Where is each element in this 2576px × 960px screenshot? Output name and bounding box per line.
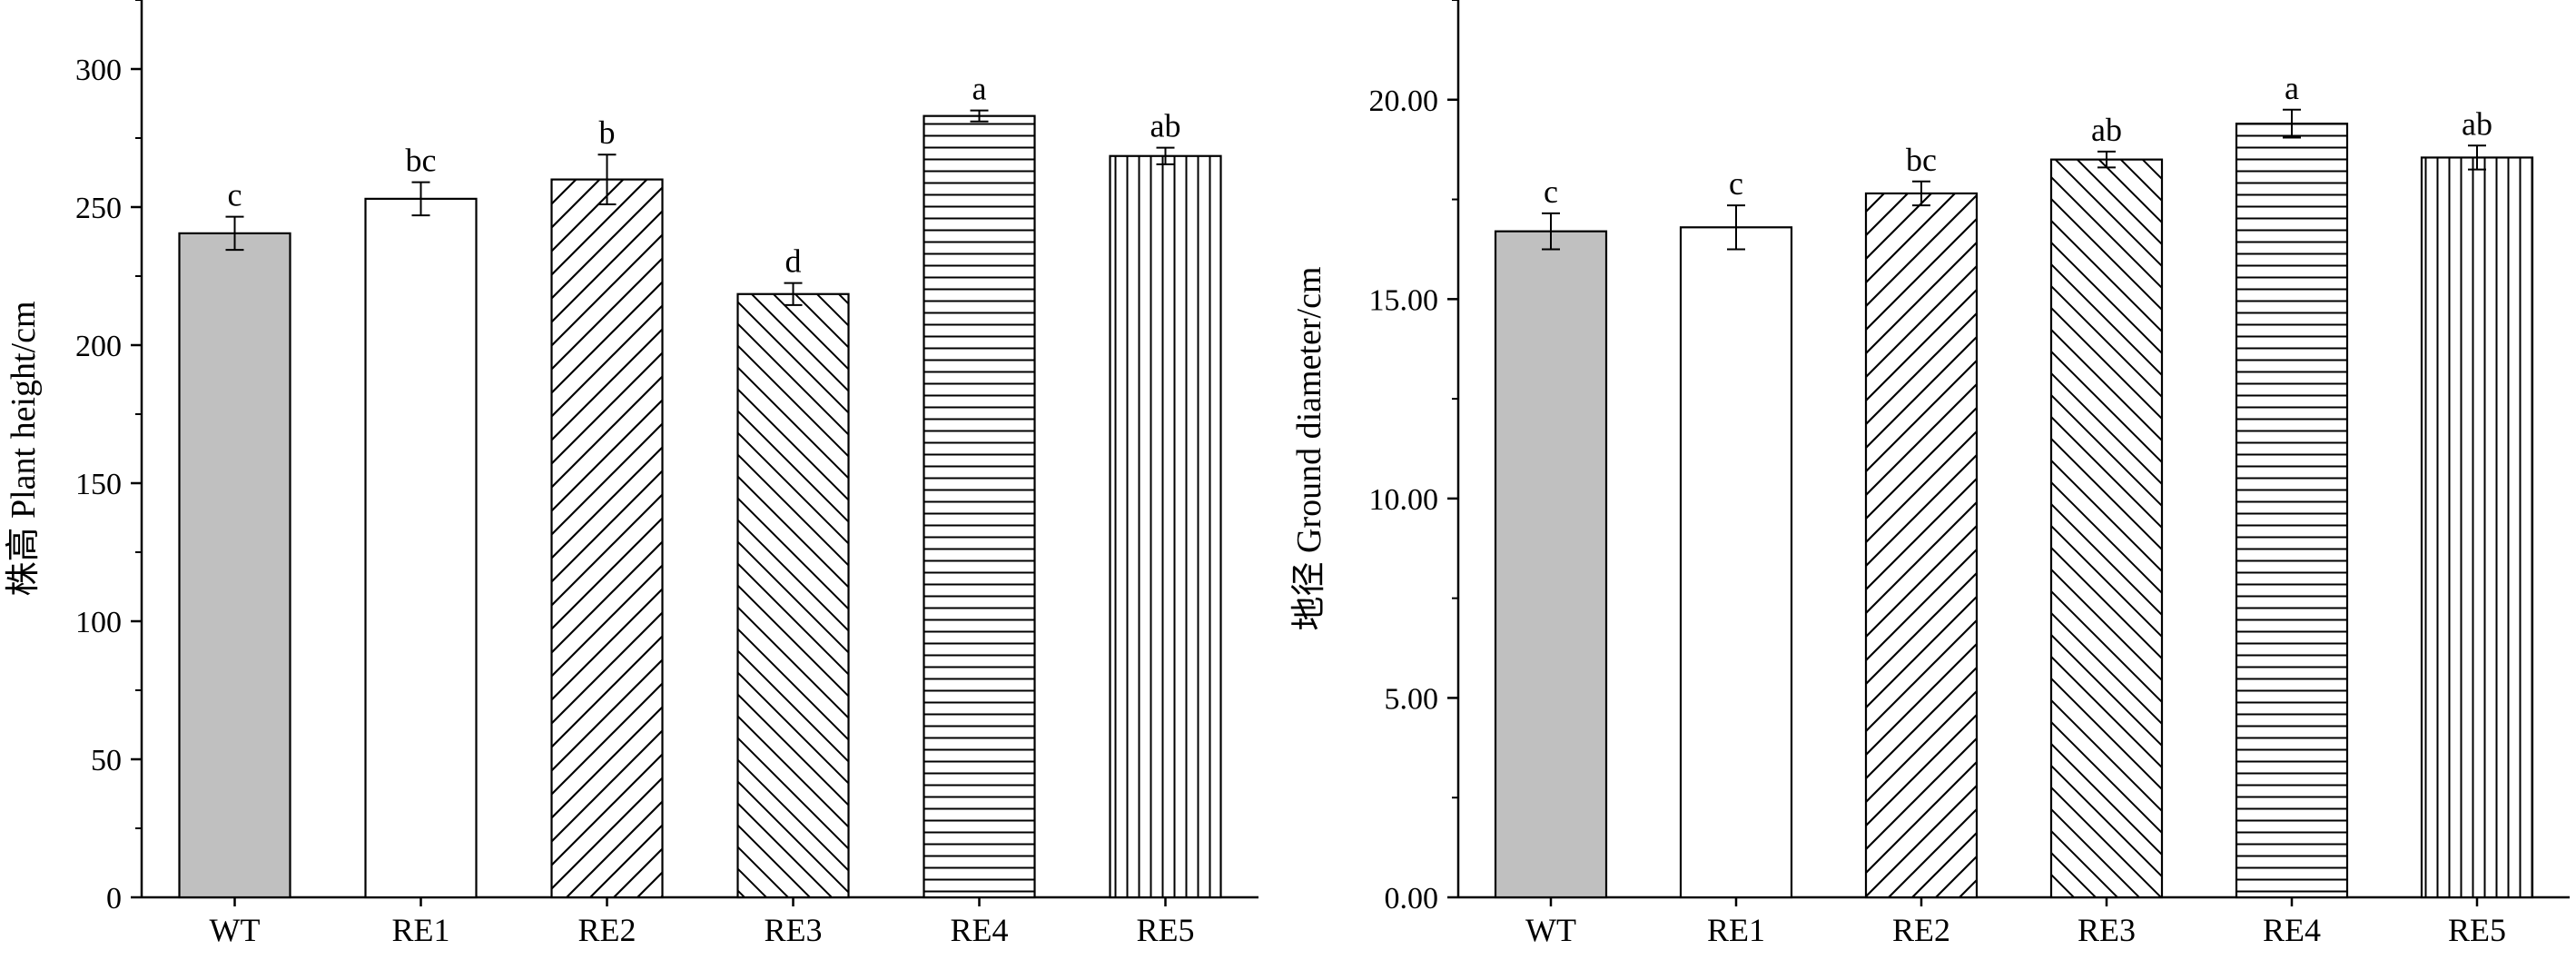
bar-re4 [2235, 123, 2349, 899]
x-category-label: RE1 [1707, 912, 1765, 948]
bar-re2 [550, 178, 664, 899]
x-category-label: RE4 [950, 912, 1008, 948]
bar-re1 [364, 197, 478, 899]
x-category-label: RE1 [391, 912, 449, 948]
significance-label: a [2285, 70, 2299, 106]
bar-re4 [923, 114, 1036, 899]
y-tick-label: 10.00 [1369, 483, 1439, 517]
x-category-label: RE5 [2448, 912, 2506, 948]
bar-re2 [1864, 192, 1979, 899]
x-category-label: RE3 [2078, 912, 2136, 948]
x-category-label: RE2 [577, 912, 636, 948]
bar-re5 [2420, 156, 2534, 899]
bar-re5 [1109, 154, 1222, 899]
y-tick-label: 100 [75, 606, 122, 639]
bar-re3 [736, 292, 850, 899]
y-tick-label: 200 [75, 330, 122, 363]
significance-label: ab [2462, 105, 2492, 142]
y-tick-label: 0.00 [1385, 882, 1439, 915]
significance-label: bc [406, 143, 437, 179]
x-category-label: RE4 [2263, 912, 2321, 948]
y-tick-label: 20.00 [1369, 84, 1439, 118]
significance-label: ab [2091, 112, 2122, 148]
x-category-label: WT [1525, 912, 1576, 948]
significance-label: b [599, 114, 616, 151]
bar-re1 [1679, 226, 1793, 899]
significance-label: c [1544, 173, 1558, 210]
y-tick-label: 250 [75, 192, 122, 225]
bar-re3 [2049, 158, 2164, 899]
x-category-label: WT [210, 912, 261, 948]
bar-wt [1494, 230, 1608, 899]
y-axis-title: 地径 Ground diameter/cm [1290, 266, 1328, 630]
significance-label: c [228, 177, 242, 213]
y-tick-label: 5.00 [1385, 682, 1439, 716]
significance-label: c [1729, 165, 1743, 202]
significance-label: d [785, 243, 802, 280]
bar-wt [178, 232, 291, 899]
x-category-label: RE5 [1136, 912, 1194, 948]
y-tick-label: 15.00 [1369, 283, 1439, 317]
x-category-label: RE2 [1892, 912, 1950, 948]
significance-label: bc [1906, 142, 1937, 178]
significance-label: a [972, 71, 987, 107]
significance-label: ab [1150, 108, 1181, 144]
y-tick-label: 300 [75, 54, 122, 87]
ground-diameter-chart: 0.00 5.00 10.00 15.00 20.00 地径 Ground diamete… [1290, 0, 2570, 948]
y-axis-title: 株高 Plant height/cm [5, 301, 43, 596]
y-tick-label: 150 [75, 468, 122, 501]
y-tick-label: 0 [106, 882, 122, 915]
plant-height-chart: 0 50 100 150 200 250 300 株高 Plant height/cm WT c R… [5, 0, 1258, 948]
x-category-label: RE3 [764, 912, 822, 948]
y-tick-label: 50 [91, 744, 122, 777]
